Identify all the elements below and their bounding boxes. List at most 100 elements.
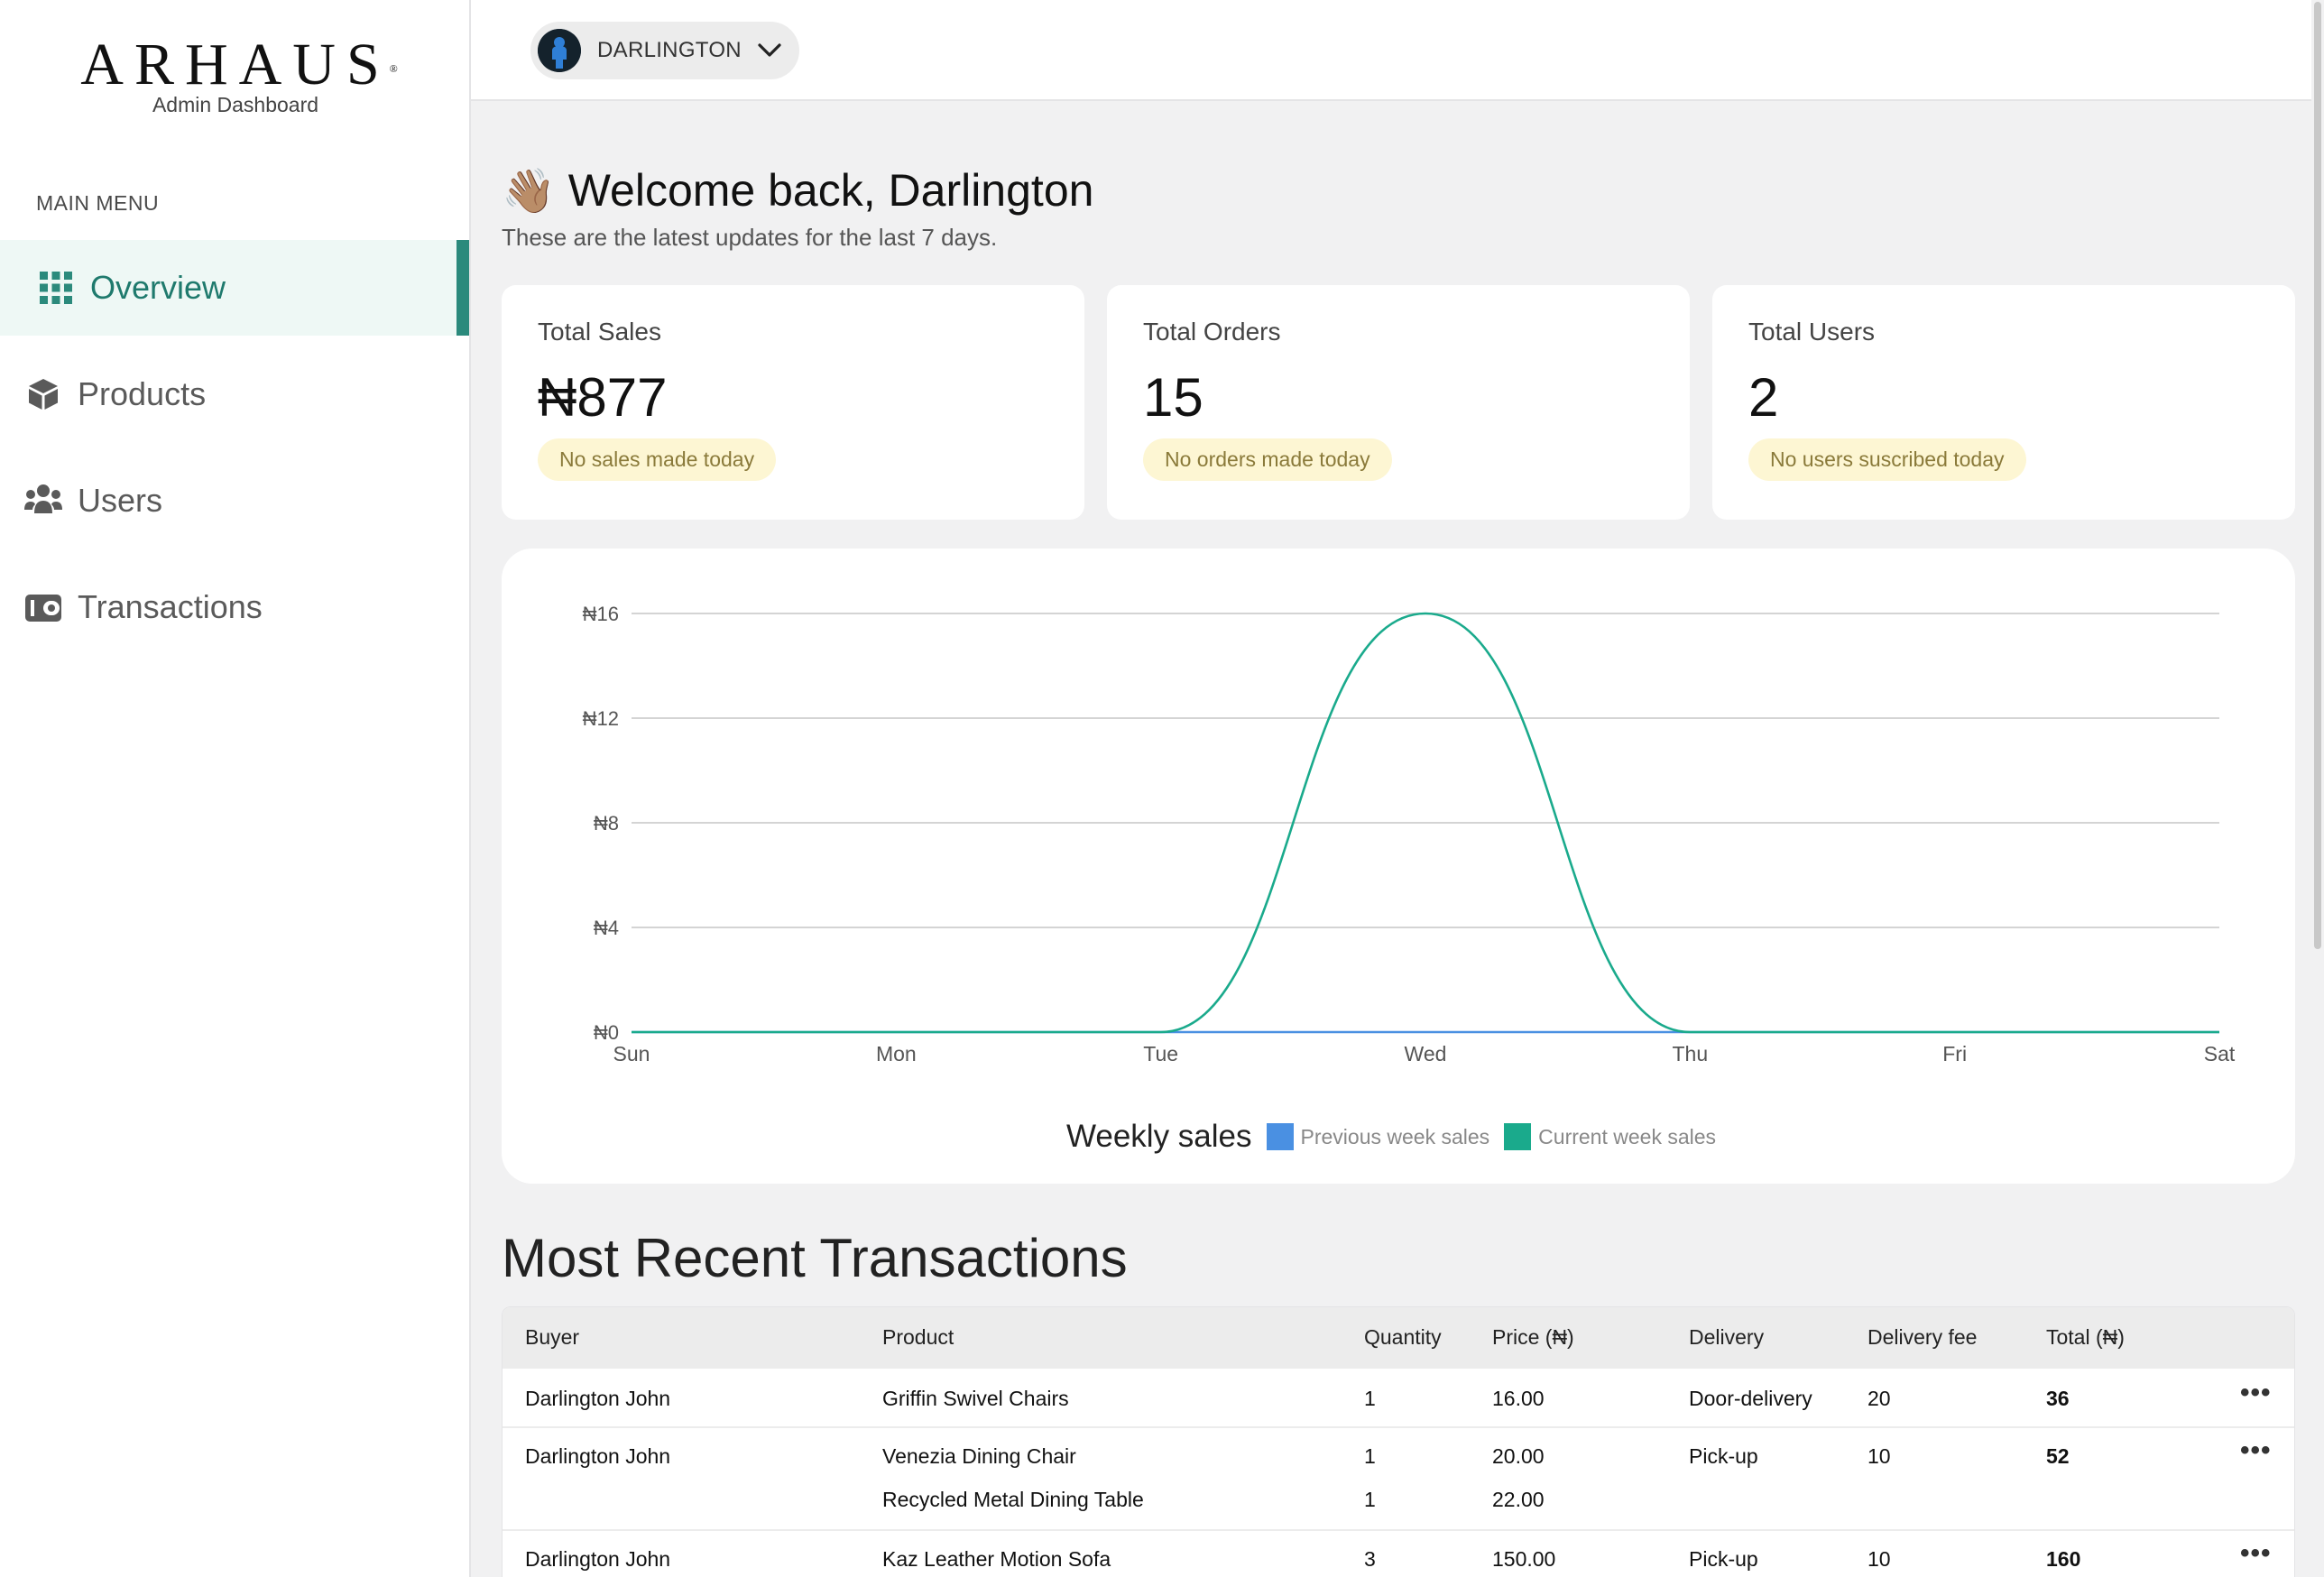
x-tick-label: Sun — [613, 1042, 650, 1065]
welcome-subtitle: These are the latest updates for the las… — [502, 224, 998, 251]
stat-value: 15 — [1143, 367, 1204, 428]
table-row[interactable]: Darlington John Kaz Leather Motion Sofa … — [503, 1529, 2294, 1577]
cell-product: Griffin Swivel Chairs — [882, 1387, 1069, 1410]
y-tick-label: ₦16 — [583, 603, 619, 625]
x-tick-label: Tue — [1143, 1042, 1178, 1065]
chart-canvas[interactable]: ₦0 ₦4 ₦8 ₦12 ₦16 Sun Mon Tue Wed Thu Fri Sat — [502, 549, 2295, 1108]
sidebar-item-label: Transactions — [78, 588, 263, 625]
cell-price: 20.00 — [1492, 1444, 1545, 1468]
stat-title: Total Orders — [1143, 318, 1281, 346]
scrollbar-thumb[interactable] — [2314, 2, 2321, 949]
cell-delivery: Pick-up — [1689, 1547, 1758, 1571]
cell-quantity: 1 — [1364, 1444, 1376, 1468]
top-bar: DARLINGTON — [471, 0, 2324, 101]
users-icon — [23, 481, 63, 521]
logo[interactable]: ARHAUS ® Admin Dashboard — [0, 32, 471, 117]
column-header-product[interactable]: Product — [882, 1325, 954, 1349]
logo-subtitle: Admin Dashboard — [152, 93, 319, 116]
welcome-heading: 👋🏽 Welcome back, Darlington — [502, 164, 1093, 217]
wallet-icon — [23, 587, 63, 627]
cell-buyer: Darlington John — [525, 1444, 671, 1468]
menu-heading: MAIN MENU — [36, 191, 160, 215]
legend-label: Current week sales — [1538, 1124, 1717, 1148]
legend-swatch — [1266, 1123, 1294, 1150]
cell-quantity: 1 — [1364, 1488, 1376, 1511]
cell-total: 52 — [2046, 1444, 2070, 1468]
y-tick-label: ₦12 — [583, 707, 619, 730]
x-tick-label: Mon — [876, 1042, 917, 1065]
table-header-row: Buyer Product Quantity Price (₦) Deliver… — [503, 1307, 2294, 1367]
cell-price: 150.00 — [1492, 1547, 1556, 1571]
cell-delivery: Door-delivery — [1689, 1387, 1812, 1410]
cell-total: 36 — [2046, 1387, 2070, 1410]
transactions-table: Buyer Product Quantity Price (₦) Deliver… — [502, 1306, 2295, 1577]
stat-card-total-users: Total Users 2 No users suscribed today — [1712, 285, 2295, 520]
legend-item-current-week[interactable]: Current week sales — [1504, 1123, 1716, 1150]
cube-icon — [23, 374, 63, 414]
cell-delivery: Pick-up — [1689, 1444, 1758, 1468]
legend-item-previous-week[interactable]: Previous week sales — [1266, 1123, 1490, 1150]
table-row[interactable]: Darlington John Griffin Swivel Chairs 1 … — [503, 1367, 2294, 1426]
sidebar-item-label: Products — [78, 375, 207, 412]
y-tick-label: ₦4 — [594, 917, 619, 939]
cell-product: Kaz Leather Motion Sofa — [882, 1547, 1111, 1571]
cell-price: 22.00 — [1492, 1488, 1545, 1511]
x-tick-label: Fri — [1942, 1042, 1967, 1065]
stat-title: Total Sales — [538, 318, 661, 346]
column-header-price[interactable]: Price (₦) — [1492, 1325, 1574, 1349]
cell-buyer: Darlington John — [525, 1387, 671, 1410]
more-options-icon[interactable]: ••• — [2240, 1378, 2272, 1407]
status-badge: No sales made today — [538, 438, 777, 481]
status-badge: No users suscribed today — [1748, 438, 2026, 481]
cell-delivery-fee: 10 — [1868, 1444, 1891, 1468]
cell-total: 160 — [2046, 1547, 2081, 1571]
column-header-quantity[interactable]: Quantity — [1364, 1325, 1442, 1349]
weekly-sales-chart: ₦0 ₦4 ₦8 ₦12 ₦16 Sun Mon Tue Wed Thu Fri Sat Weekly… — [502, 549, 2295, 1184]
logo-text: ARHAUS — [80, 32, 391, 97]
legend-label: Previous week sales — [1300, 1124, 1490, 1148]
cell-product: Recycled Metal Dining Table — [882, 1488, 1144, 1511]
avatar — [538, 29, 581, 72]
grid-icon — [36, 268, 76, 308]
user-name: DARLINGTON — [597, 38, 742, 62]
column-header-total[interactable]: Total (₦) — [2046, 1325, 2125, 1349]
y-tick-label: ₦8 — [594, 812, 619, 835]
chart-legend: Weekly sales Previous week sales Current… — [502, 1117, 2295, 1157]
sidebar-item-products[interactable]: Products — [0, 346, 469, 442]
cell-delivery-fee: 10 — [1868, 1547, 1891, 1571]
waving-hand-icon: 👋🏽 — [502, 167, 556, 216]
x-tick-label: Sat — [2204, 1042, 2236, 1065]
stat-value: ₦877 — [538, 367, 668, 428]
column-header-buyer[interactable]: Buyer — [525, 1325, 580, 1349]
stat-value: 2 — [1748, 367, 1779, 428]
more-options-icon[interactable]: ••• — [2240, 1538, 2272, 1568]
y-tick-label: ₦0 — [594, 1021, 619, 1044]
legend-swatch — [1504, 1123, 1532, 1150]
transactions-title: Most Recent Transactions — [502, 1228, 1128, 1288]
column-header-delivery-fee[interactable]: Delivery fee — [1868, 1325, 1978, 1349]
user-menu-button[interactable]: DARLINGTON — [530, 22, 799, 79]
cell-product: Venezia Dining Chair — [882, 1444, 1076, 1468]
cell-quantity: 1 — [1364, 1387, 1376, 1410]
legend-title: Weekly sales — [1065, 1119, 1252, 1154]
chevron-down-icon — [758, 43, 781, 58]
stat-card-total-orders: Total Orders 15 No orders made today — [1107, 285, 1690, 520]
status-badge: No orders made today — [1143, 438, 1392, 481]
series-line-current-week — [632, 612, 2219, 1034]
welcome-title: Welcome back, Darlington — [567, 165, 1094, 216]
stat-card-total-sales: Total Sales ₦877 No sales made today — [502, 285, 1084, 520]
sidebar-item-label: Users — [78, 482, 163, 519]
sidebar-item-transactions[interactable]: Transactions — [0, 559, 469, 655]
x-tick-label: Wed — [1405, 1042, 1447, 1065]
cell-buyer: Darlington John — [525, 1547, 671, 1571]
table-row[interactable]: Darlington John Venezia Dining Chair 1 2… — [503, 1426, 2294, 1529]
page-scrollbar[interactable] — [2311, 0, 2324, 1577]
column-header-delivery[interactable]: Delivery — [1689, 1325, 1765, 1349]
sidebar-item-overview[interactable]: Overview — [0, 240, 469, 336]
x-tick-label: Thu — [1673, 1042, 1709, 1065]
more-options-icon[interactable]: ••• — [2240, 1435, 2272, 1465]
sidebar-item-label: Overview — [90, 269, 226, 306]
sidebar-item-users[interactable]: Users — [0, 453, 469, 549]
cell-price: 16.00 — [1492, 1387, 1545, 1410]
cell-quantity: 3 — [1364, 1547, 1376, 1571]
